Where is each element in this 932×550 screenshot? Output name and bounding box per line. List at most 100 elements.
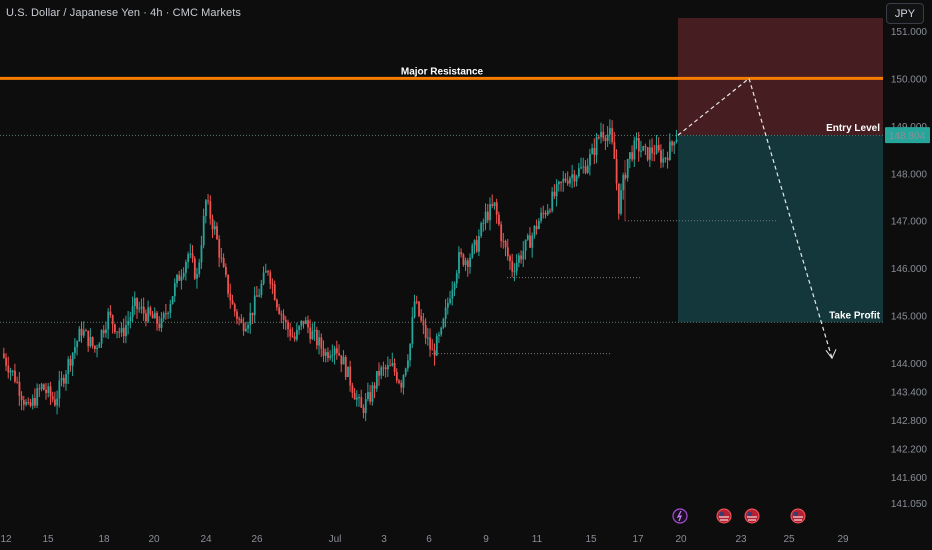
y-axis-tick-label: 142.200 (891, 444, 928, 455)
candle-body (617, 183, 620, 214)
candle-body (573, 174, 576, 182)
candle-body (591, 148, 594, 154)
candle-body (273, 284, 276, 300)
candle-body (609, 128, 611, 135)
candle-body (622, 175, 625, 191)
candle-body (544, 212, 547, 215)
stop-loss-zone (678, 18, 883, 136)
x-axis-tick-label: 20 (675, 534, 687, 545)
candle-body (129, 317, 132, 322)
candle-body (147, 307, 150, 322)
candle-body (482, 222, 485, 224)
candle-body (133, 298, 136, 307)
candle-body (54, 399, 56, 406)
candle-body (411, 317, 414, 344)
candle-body (213, 226, 216, 230)
candle-body (80, 328, 83, 336)
resistance-label: Major Resistance (401, 66, 484, 77)
candle-body (25, 402, 27, 405)
candle-body (20, 395, 23, 401)
candle-body (526, 235, 529, 240)
candle-body (493, 202, 496, 206)
candle-body (105, 329, 107, 334)
us-flag-canton (794, 512, 798, 516)
candle-body (367, 392, 369, 400)
candle-body (171, 296, 174, 304)
chart-title: U.S. Dollar / Japanese Yen · 4h · CMC Ma… (6, 7, 241, 19)
candle-body (71, 352, 74, 366)
candle-body (404, 368, 407, 376)
candle-body (85, 330, 87, 332)
candle-body (531, 235, 534, 248)
candle-body (109, 311, 112, 316)
x-axis-tick-label: 20 (148, 534, 160, 545)
candle-body (167, 313, 170, 315)
candle-body (96, 347, 99, 350)
candle-body (51, 396, 54, 400)
candle-body (655, 144, 658, 154)
candle-body (260, 283, 263, 296)
candle-body (444, 307, 447, 319)
candle-body (649, 147, 651, 160)
candle-body (553, 191, 556, 197)
candle-body (440, 327, 443, 335)
candle-body (660, 150, 662, 163)
candle-body (153, 312, 156, 319)
x-axis-tick-label: 18 (98, 534, 110, 545)
candle-body (575, 176, 578, 182)
candle-body (491, 204, 494, 206)
candle-body (138, 308, 141, 310)
candle-body (373, 385, 376, 389)
candle-body (169, 303, 172, 314)
candle-body (67, 359, 70, 375)
candle-body (220, 257, 223, 259)
candle-body (127, 321, 130, 326)
candle-body (413, 301, 416, 318)
candle-body (336, 348, 338, 354)
candle-body (158, 323, 161, 328)
candle-body (506, 247, 509, 257)
candle-body (38, 388, 41, 390)
candle-body (262, 272, 265, 284)
candle-body (107, 311, 110, 330)
lightning-glyph (676, 510, 683, 522)
candle-body (415, 301, 418, 303)
currency-button[interactable]: JPY (886, 3, 924, 24)
candle-body (673, 141, 676, 146)
candle-body (600, 131, 602, 138)
candle-body (329, 355, 332, 358)
y-axis-tick-label: 145.000 (891, 312, 928, 323)
candle-body (173, 283, 176, 297)
candle-body (58, 380, 61, 399)
candle-body (78, 328, 81, 342)
candle-body (165, 313, 167, 315)
candle-body (560, 181, 563, 183)
candle-body (455, 273, 458, 284)
candle-body (624, 175, 627, 179)
candle-body (664, 157, 667, 159)
y-axis-tick-label: 141.600 (891, 473, 928, 484)
candle-body (207, 200, 210, 202)
candle-body (91, 337, 94, 346)
candle-body (47, 386, 50, 393)
candle-body (460, 252, 463, 255)
candle-body (447, 303, 449, 308)
candle-body (449, 298, 452, 304)
candle-body (466, 260, 469, 267)
candle-body (475, 240, 478, 252)
candle-body (637, 138, 640, 152)
candle-body (269, 272, 272, 284)
candle-body (584, 166, 587, 173)
candle-body (331, 354, 334, 356)
candle-body (122, 327, 125, 337)
candle-body (462, 254, 465, 265)
candle-body (178, 274, 181, 281)
candle-body (513, 271, 516, 273)
candle-body (296, 329, 298, 340)
candle-body (362, 407, 365, 414)
x-axis-tick-label: 15 (585, 534, 597, 545)
candle-body (433, 350, 436, 356)
candle-body (418, 301, 420, 316)
